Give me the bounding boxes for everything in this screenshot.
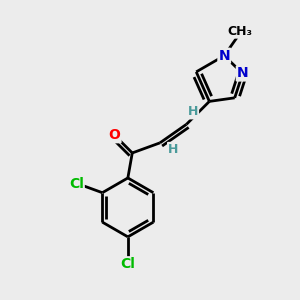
- Text: O: O: [109, 128, 121, 142]
- Text: H: H: [168, 143, 178, 156]
- Text: CH₃: CH₃: [227, 25, 252, 38]
- Text: N: N: [237, 67, 248, 80]
- Text: N: N: [218, 49, 230, 63]
- Text: H: H: [188, 105, 198, 119]
- Text: Cl: Cl: [120, 257, 135, 271]
- Text: Cl: Cl: [69, 177, 84, 191]
